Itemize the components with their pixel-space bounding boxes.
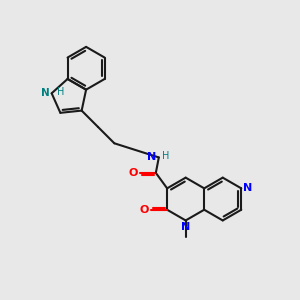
Text: N: N: [181, 222, 190, 232]
Text: H: H: [57, 87, 64, 97]
Text: N: N: [243, 183, 252, 193]
Text: N: N: [41, 88, 50, 98]
Text: O: O: [139, 205, 149, 215]
Text: H: H: [162, 151, 170, 161]
Text: O: O: [129, 168, 138, 178]
Text: N: N: [147, 152, 156, 162]
